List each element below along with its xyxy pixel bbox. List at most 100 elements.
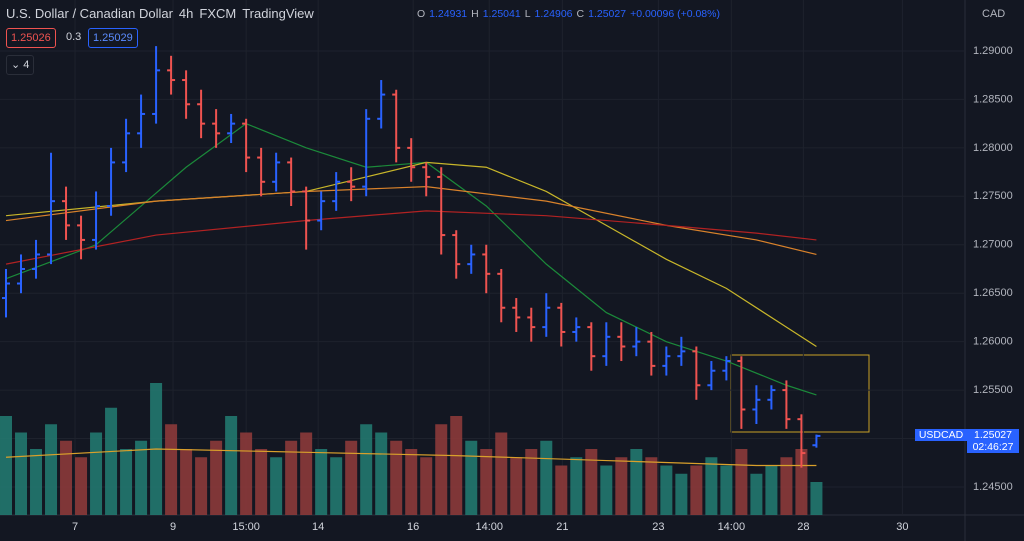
tag-price: 1.25027 <box>974 428 1012 441</box>
legend-label: C <box>576 8 585 20</box>
tag-symbol: USDCAD <box>918 428 964 441</box>
y-tick-label: 1.27000 <box>973 239 1013 251</box>
volume-bar <box>600 465 613 515</box>
legend-value: 1.24931 <box>429 8 468 20</box>
legend-value: 1.25041 <box>482 8 521 20</box>
volume-bar <box>165 424 178 515</box>
x-tick-label: 30 <box>896 521 908 533</box>
volume-bar <box>225 416 238 515</box>
buy-button[interactable]: 1.25029 <box>88 28 138 48</box>
y-tick-label: 1.24500 <box>973 481 1013 493</box>
volume-bar <box>435 424 448 515</box>
x-tick-label: 16 <box>407 521 419 533</box>
moving-average <box>5 161 817 348</box>
volume-bar <box>720 465 733 515</box>
volume-bar <box>330 457 343 515</box>
volume-bar <box>780 457 793 515</box>
legend-value: 1.24906 <box>534 8 573 20</box>
symbol: U.S. Dollar / Canadian Dollar <box>6 6 173 21</box>
moving-average <box>5 186 817 256</box>
volume-bar <box>255 449 268 515</box>
volume-bar <box>690 465 703 515</box>
volume-bar <box>360 424 373 515</box>
volume-bar <box>180 449 193 515</box>
volume-bar <box>585 449 598 515</box>
legend-label: O <box>417 8 426 20</box>
source: TradingView <box>242 6 314 21</box>
y-tick-label: 1.26500 <box>973 287 1013 299</box>
legend-value: 1.25027 <box>588 8 627 20</box>
volume-bar <box>210 440 223 515</box>
ohlc-legend: O 1.24931 H 1.25041 L 1.24906 C 1.25027 +0.00096… <box>417 8 720 20</box>
currency: CAD <box>982 8 1006 20</box>
interval: 4h <box>178 6 194 21</box>
moving-average <box>5 210 817 265</box>
volume-bar <box>675 473 688 515</box>
x-tick-label: 14:00 <box>475 521 503 533</box>
price-tag: 1.25027 02:46:27 <box>967 428 1019 453</box>
volume-bar <box>480 449 493 515</box>
volume-bar <box>345 440 358 515</box>
rectangle-drawing <box>730 354 870 433</box>
volume-bar <box>615 457 628 515</box>
volume-bar <box>45 424 58 515</box>
tag-countdown: 02:46:27 <box>972 440 1014 453</box>
volume-bar <box>60 440 73 515</box>
volume-bar <box>735 449 748 515</box>
volume-average <box>5 448 817 467</box>
volume-bar <box>750 473 763 515</box>
legend-label: L <box>524 8 531 20</box>
volume-bar <box>0 416 13 515</box>
volume-bar <box>450 416 463 515</box>
volume-bar <box>195 457 208 515</box>
x-tick-label: 14 <box>312 521 324 533</box>
exchange: FXCM <box>199 6 237 21</box>
y-tick-label: 1.28500 <box>973 93 1013 105</box>
x-tick-label: 21 <box>556 521 568 533</box>
x-tick-label: 23 <box>652 521 664 533</box>
y-tick-label: 1.27500 <box>973 190 1013 202</box>
volume-bar <box>465 440 478 515</box>
moving-average <box>5 122 817 396</box>
volume-bar <box>555 465 568 515</box>
volume-bar <box>90 432 103 515</box>
volume-bar <box>405 449 418 515</box>
y-tick-label: 1.29000 <box>973 45 1013 57</box>
volume-bar <box>285 440 298 515</box>
volume-bar <box>510 457 523 515</box>
price-tag: USDCAD <box>915 428 967 441</box>
volume-bar <box>30 449 43 515</box>
indicator-count: 4 <box>23 59 30 71</box>
y-tick-label: 1.26000 <box>973 336 1013 348</box>
volume-bar <box>120 449 133 515</box>
x-tick-label: 15:00 <box>232 521 260 533</box>
volume-bar <box>540 440 553 515</box>
volume-bar <box>810 482 823 515</box>
volume-bar <box>495 432 508 515</box>
volume-bar <box>525 449 538 515</box>
volume-bar <box>105 407 118 515</box>
volume-bar <box>630 449 643 515</box>
volume-bar <box>300 432 313 515</box>
volume-bar <box>75 457 88 515</box>
x-tick-label: 28 <box>797 521 809 533</box>
x-tick-label: 14:00 <box>718 521 746 533</box>
volume-bar <box>765 465 778 515</box>
volume-bar <box>390 440 403 515</box>
volume-bar <box>570 457 583 515</box>
volume-bar <box>270 457 283 515</box>
header: U.S. Dollar / Canadian Dollar 4h FXCM Tr… <box>6 6 314 21</box>
volume-bar <box>375 432 388 515</box>
sell-button[interactable]: 1.25026 <box>6 28 56 48</box>
volume-bar <box>135 440 148 515</box>
x-tick-label: 7 <box>72 521 78 533</box>
legend-label: H <box>471 8 479 20</box>
volume-bar <box>645 457 658 515</box>
spread: 0.3 <box>66 31 82 43</box>
volume-bar <box>705 457 718 515</box>
y-tick-label: 1.25500 <box>973 384 1013 396</box>
volume-bar <box>660 465 673 515</box>
indicators-toggle[interactable]: ⌄ 4 <box>6 55 35 75</box>
